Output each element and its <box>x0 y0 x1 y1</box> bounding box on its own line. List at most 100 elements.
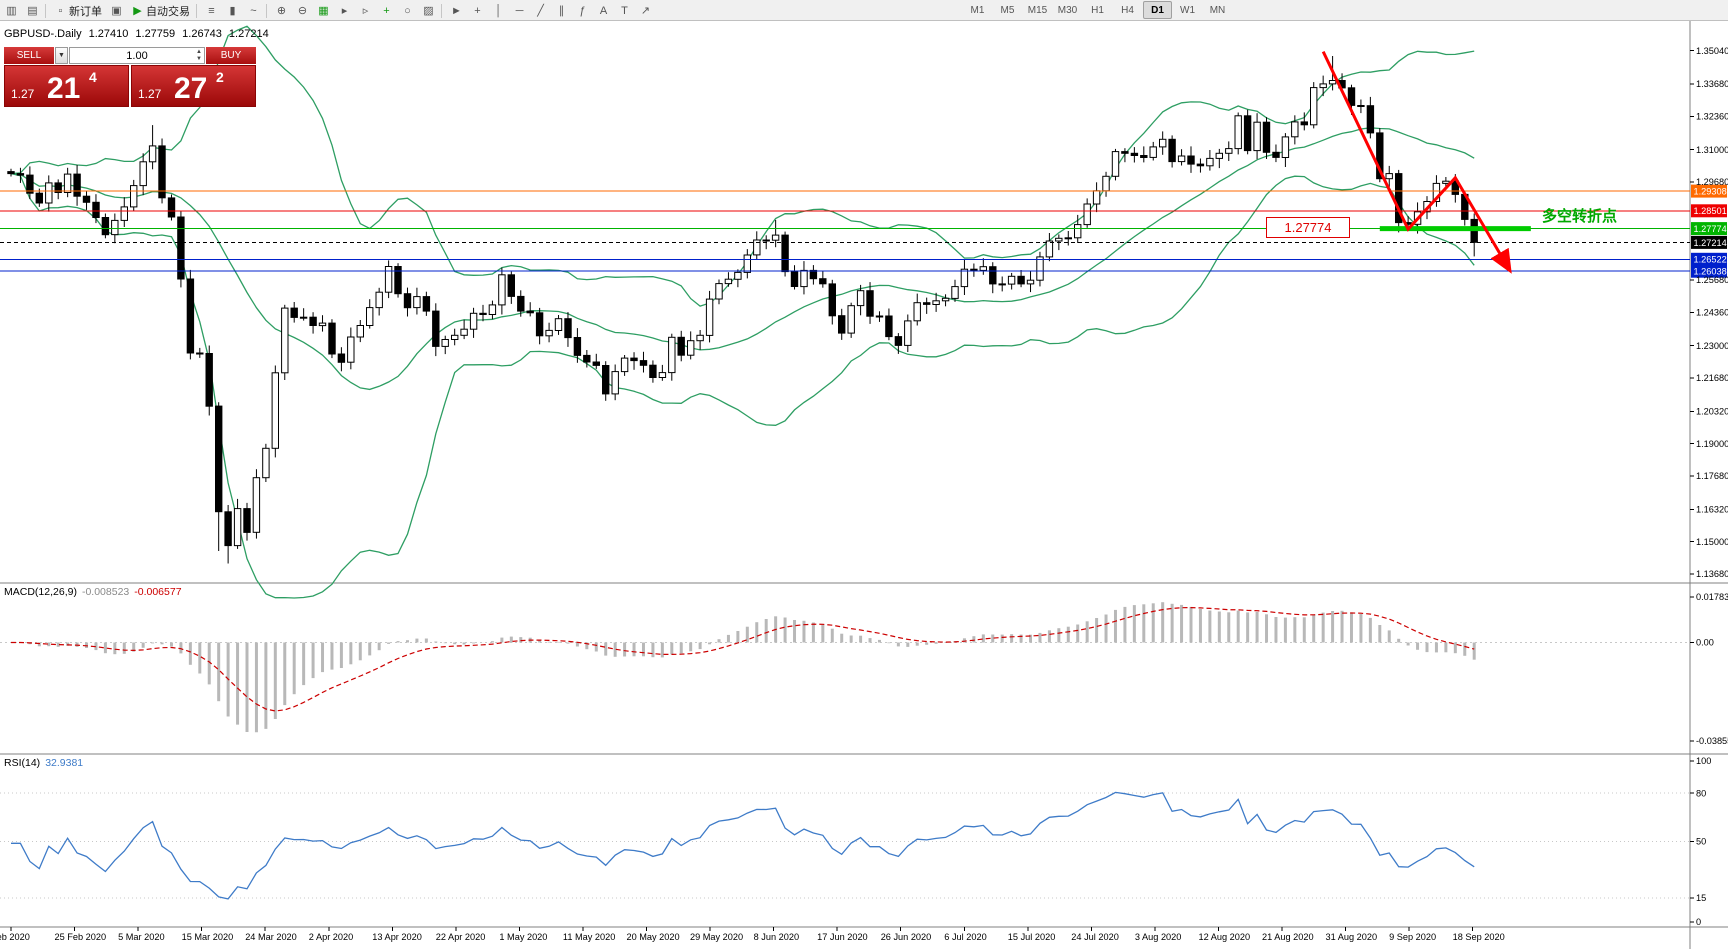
timeframe-h4-button[interactable]: H4 <box>1121 4 1134 16</box>
bollinger-band-line <box>10 127 1475 391</box>
volume-dropdown-button[interactable]: ▼ <box>55 47 68 64</box>
timeframe-h1-button[interactable]: H1 <box>1091 4 1104 16</box>
bar-chart-button[interactable]: ≡ <box>202 2 221 20</box>
zoom-in-button[interactable]: ⊕ <box>272 2 291 20</box>
sell-price-pip: 4 <box>89 69 97 85</box>
chart-shift-button[interactable]: ▹ <box>356 2 375 20</box>
svg-text:0.00: 0.00 <box>1696 638 1714 648</box>
volume-spinner[interactable]: ▲ ▼ <box>196 49 202 62</box>
date-label: 31 Aug 2020 <box>1326 932 1378 942</box>
buy-label[interactable]: BUY <box>206 47 256 64</box>
periods-dropdown-button[interactable]: ○ <box>398 2 417 20</box>
price-chart-canvas[interactable]: 1.293081.285011.277741.272141.265221.260… <box>0 21 1728 949</box>
indicators-button[interactable]: + <box>377 2 396 20</box>
date-label: 18 Sep 2020 <box>1453 932 1505 942</box>
autotrading-button[interactable]: ▶ 自动交易 <box>128 2 193 20</box>
trendline-button[interactable]: ╱ <box>531 2 550 20</box>
timeframe-toolbar: M1 M5 M15 M30 H1 H4 D1 W1 MN <box>963 1 1233 19</box>
fibonacci-button[interactable]: ƒ <box>573 2 592 20</box>
text-label-icon: T <box>621 4 628 17</box>
svg-text:1.28501: 1.28501 <box>1694 206 1727 216</box>
arrows-button[interactable]: ↗ <box>636 2 655 20</box>
rsi-name: RSI(14) <box>4 757 41 769</box>
timeframe-d1-button[interactable]: D1 <box>1143 1 1172 19</box>
date-label: 17 Jun 2020 <box>817 932 868 942</box>
svg-text:1.24360: 1.24360 <box>1696 308 1728 318</box>
new-chart-icon: ▥ <box>6 5 17 17</box>
trendline-icon: ╱ <box>537 5 544 17</box>
svg-text:1.15000: 1.15000 <box>1696 537 1728 547</box>
new-order-icon: ▫ <box>58 4 63 17</box>
timeframe-m5-button[interactable]: M5 <box>1000 4 1015 16</box>
new-chart-button[interactable]: ▥ <box>2 2 21 20</box>
timeframe-m30-button[interactable]: M30 <box>1057 4 1078 16</box>
price-badge-1.28501 <box>1691 204 1727 218</box>
crosshair-icon: + <box>474 4 481 17</box>
terminal-button[interactable]: ▣ <box>107 2 126 20</box>
auto-scroll-button[interactable]: ▸ <box>335 2 354 20</box>
zoom-in-icon: ⊕ <box>276 5 287 17</box>
svg-text:1.16320: 1.16320 <box>1696 505 1728 515</box>
cursor-button[interactable]: ► <box>447 2 466 20</box>
new-order-button[interactable]: ▫ 新订单 <box>51 2 105 20</box>
line-chart-button[interactable]: ~ <box>244 2 263 20</box>
date-label: 6 Jul 2020 <box>944 932 986 942</box>
date-label: 29 May 2020 <box>690 932 743 942</box>
volume-value: 1.00 <box>126 49 148 62</box>
buy-button[interactable]: 1.27 27 2 <box>131 65 256 107</box>
svg-text:1.21680: 1.21680 <box>1696 373 1728 383</box>
date-label: 9 Sep 2020 <box>1389 932 1436 942</box>
timeframe-mn-button[interactable]: MN <box>1209 4 1226 16</box>
sell-label[interactable]: SELL <box>4 47 54 64</box>
line-chart-icon: ~ <box>250 4 257 17</box>
svg-text:1.23000: 1.23000 <box>1696 341 1728 351</box>
svg-text:0: 0 <box>1696 917 1701 927</box>
tile-windows-icon: ▦ <box>318 5 329 17</box>
date-label: 20 May 2020 <box>627 932 680 942</box>
crosshair-button[interactable]: + <box>468 2 487 20</box>
rsi-line <box>11 791 1475 900</box>
sell-button[interactable]: 1.27 21 4 <box>4 65 129 107</box>
annotation-note-text[interactable]: 多空转折点 <box>1542 208 1618 225</box>
timeframe-w1-button[interactable]: W1 <box>1180 4 1195 16</box>
rsi-value: 32.9381 <box>45 757 84 769</box>
templates-icon: ▨ <box>423 5 434 17</box>
profiles-icon: ▤ <box>27 5 38 17</box>
text-button[interactable]: A <box>594 2 613 20</box>
zoom-out-button[interactable]: ⊖ <box>293 2 312 20</box>
candlestick-chart-icon: ▮ <box>229 5 236 17</box>
profiles-button[interactable]: ▤ <box>23 2 42 20</box>
support-price-callout[interactable]: 1.27774 <box>1266 217 1350 238</box>
svg-text:50: 50 <box>1696 837 1706 847</box>
date-label: 22 Apr 2020 <box>436 932 486 942</box>
zoom-out-icon: ⊖ <box>297 5 308 17</box>
autotrading-icon: ▶ <box>133 5 142 17</box>
horizontal-line-button[interactable]: ─ <box>510 2 529 20</box>
vertical-line-button[interactable]: │ <box>489 2 508 20</box>
templates-button[interactable]: ▨ <box>419 2 438 20</box>
main-toolbar: M1 M5 M15 M30 H1 H4 D1 W1 MN ▥ ▤ ▫ 新订单 ▣ ▶ 自动交易 ≡ ▮ ~ ⊕ ⊖ ▦ ▸… <box>0 0 1728 21</box>
chart-shift-icon: ▹ <box>362 5 369 17</box>
candlestick-chart-button[interactable]: ▮ <box>223 2 242 20</box>
date-label: 12 Aug 2020 <box>1199 932 1251 942</box>
candles-layer <box>7 56 1478 564</box>
buy-price-pip: 2 <box>216 69 224 85</box>
timeframe-m1-button[interactable]: M1 <box>970 4 985 16</box>
date-label: 5 Mar 2020 <box>118 932 164 942</box>
date-label: 8 Jun 2020 <box>754 932 799 942</box>
text-label-button[interactable]: T <box>615 2 634 20</box>
tile-windows-button[interactable]: ▦ <box>314 2 333 20</box>
svg-text:1.26038: 1.26038 <box>1694 267 1727 277</box>
svg-text:1.29308: 1.29308 <box>1694 187 1727 197</box>
open-value: 1.27410 <box>88 28 129 40</box>
date-label: 1 May 2020 <box>499 932 547 942</box>
trend-annotation <box>1321 50 1512 274</box>
buy-price-big: 27 <box>174 72 208 105</box>
auto-scroll-icon: ▸ <box>341 5 348 17</box>
channel-button[interactable]: ∥ <box>552 2 571 20</box>
svg-text:-0.038559: -0.038559 <box>1696 736 1728 746</box>
timeframe-m15-button[interactable]: M15 <box>1027 4 1048 16</box>
volume-input[interactable]: 1.00 ▲ ▼ <box>69 47 205 64</box>
svg-text:1.33680: 1.33680 <box>1696 79 1728 89</box>
sell-price-base: 1.27 <box>11 87 35 101</box>
